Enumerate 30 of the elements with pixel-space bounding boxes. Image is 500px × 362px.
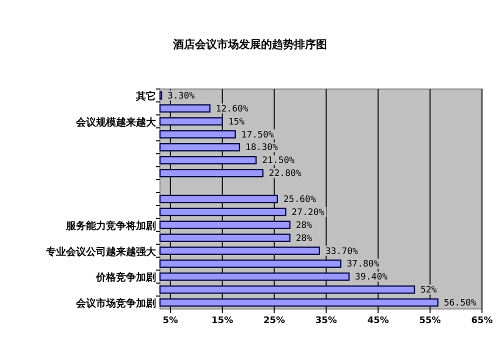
data-label: 22.80% — [268, 169, 302, 180]
data-label: 39.40% — [355, 272, 388, 283]
data-label: 21.50% — [262, 156, 296, 166]
x-tick-label: 55% — [419, 316, 441, 326]
data-label: 25.60% — [283, 195, 316, 205]
data-label: 18.30% — [245, 143, 279, 154]
data-label: 12.60% — [216, 104, 249, 114]
y-tick-label: 专业会议公司越来越强大 — [45, 246, 157, 258]
data-label: 17.50% — [241, 130, 274, 140]
data-label: 28% — [296, 234, 313, 244]
x-tick-label: 5% — [162, 316, 178, 326]
chart-title: 酒店会议市场发展的趋势排序图 — [172, 38, 327, 51]
data-label: 56.50% — [444, 298, 477, 309]
data-label: 3.30% — [168, 91, 196, 102]
data-label: 15% — [228, 117, 246, 128]
data-label: 28% — [296, 220, 313, 231]
data-label: 52% — [420, 286, 438, 296]
y-tick-label: 会议规模越来越大 — [75, 116, 157, 128]
x-tick-label: 45% — [367, 316, 389, 326]
x-tick-label: 35% — [315, 316, 337, 326]
x-tick-label: 15% — [212, 316, 234, 326]
x-tick-label: 25% — [263, 316, 286, 326]
y-tick-label: 会议市场竞争加剧 — [75, 298, 156, 310]
y-tick-label: 其它 — [135, 90, 156, 102]
y-tick-label: 服务能力竞争将加剧 — [65, 220, 156, 232]
data-label: 37.80% — [346, 260, 380, 270]
data-label: 27.20% — [292, 208, 325, 218]
data-label: 33.70% — [325, 246, 359, 257]
x-tick-label: 65% — [471, 316, 493, 326]
y-tick-label: 价格竞争加剧 — [95, 272, 156, 284]
